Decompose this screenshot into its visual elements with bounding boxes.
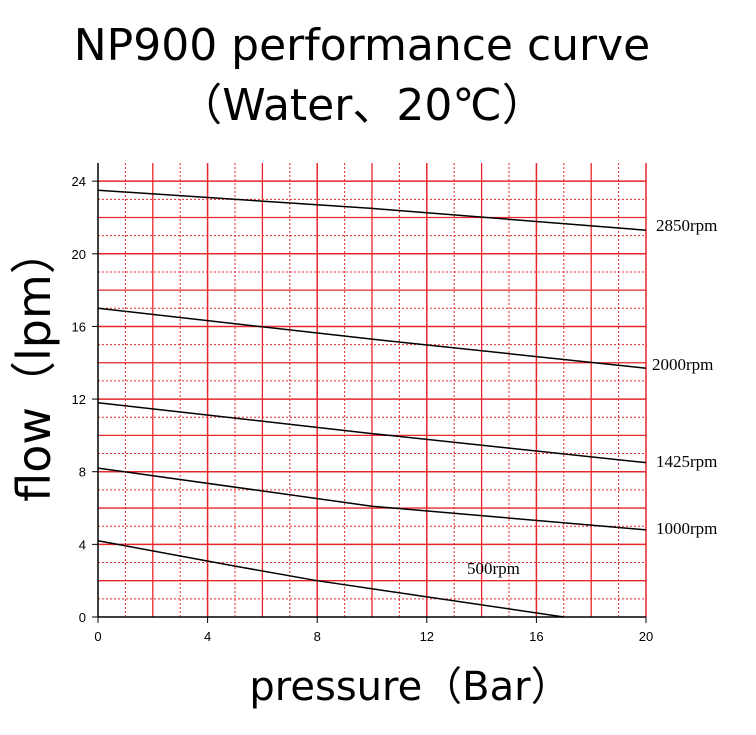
y-axis-label: flow（lpm） <box>7 228 61 502</box>
x-tick-label: 20 <box>639 629 653 644</box>
y-tick-label: 12 <box>72 392 86 407</box>
y-tick-label: 24 <box>72 174 86 189</box>
series-line <box>97 467 647 531</box>
y-tick-label: 0 <box>79 610 86 625</box>
y-tick-label: 8 <box>79 465 86 480</box>
series-label: 1425rpm <box>656 452 717 471</box>
x-tick-label: 16 <box>529 629 543 644</box>
series-label: 2850rpm <box>656 216 717 235</box>
chart-subtitle: （Water、20℃） <box>178 80 545 131</box>
y-tick-label: 20 <box>72 247 86 262</box>
x-tick-label: 4 <box>204 629 211 644</box>
series-label: 1000rpm <box>656 519 717 538</box>
y-tick-label: 4 <box>79 537 86 552</box>
series-label: 2000rpm <box>652 355 713 374</box>
y-tick-label: 16 <box>72 319 86 334</box>
x-axis-label: pressure（Bar） <box>249 664 570 710</box>
x-tick-label: 12 <box>420 629 434 644</box>
x-tick-label: 0 <box>94 629 101 644</box>
series-line <box>97 539 564 618</box>
chart-title: NP900 performance curve <box>74 20 650 71</box>
x-tick-label: 8 <box>314 629 321 644</box>
series-line <box>97 307 647 369</box>
series-label: 500rpm <box>467 559 520 578</box>
series-line <box>97 401 647 464</box>
series-line <box>97 189 647 231</box>
